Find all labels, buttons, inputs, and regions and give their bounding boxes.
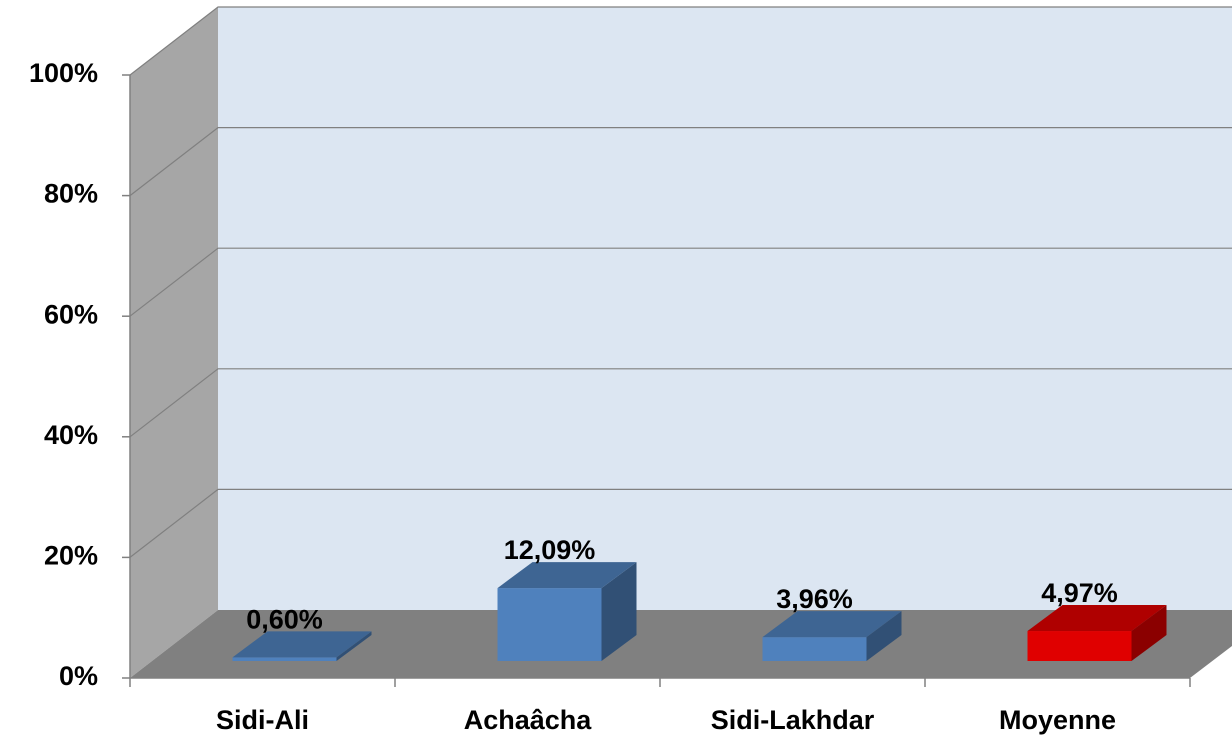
grid-line xyxy=(129,247,1232,317)
y-tick-label: 60% xyxy=(44,299,98,329)
y-tick-label: 100% xyxy=(29,58,98,88)
x-tick-label: Sidi-Lakhdar xyxy=(711,705,875,735)
grid-line xyxy=(129,368,1232,438)
y-tick-label: 80% xyxy=(44,179,98,209)
bar-top xyxy=(762,611,902,638)
value-label: 12,09% xyxy=(504,535,596,565)
bar-side xyxy=(336,631,372,661)
x-tick-label: Sidi-Ali xyxy=(216,705,309,735)
y-tick-label: 40% xyxy=(44,420,98,450)
x-tick-label: Moyenne xyxy=(999,705,1116,735)
bar-top xyxy=(232,631,372,658)
bar-front xyxy=(762,637,867,661)
bar-side xyxy=(866,611,902,661)
value-label: 0,60% xyxy=(246,605,323,635)
grid-line xyxy=(129,488,1232,558)
bar-side xyxy=(601,562,637,661)
back-wall xyxy=(218,7,1232,610)
left-wall xyxy=(130,7,218,678)
grid-line xyxy=(129,6,1232,76)
bar-front xyxy=(497,588,602,661)
value-label: 3,96% xyxy=(776,584,853,614)
grid-line xyxy=(129,126,1232,197)
x-tick-label: Achaâcha xyxy=(464,705,593,735)
bar-top xyxy=(1027,605,1167,632)
floor xyxy=(130,610,1232,678)
value-label: 4,97% xyxy=(1041,578,1118,608)
bar-front xyxy=(1027,631,1132,661)
bar-side xyxy=(1131,605,1167,661)
y-tick-label: 20% xyxy=(44,541,98,571)
bar-top xyxy=(497,562,637,589)
y-tick-label: 0% xyxy=(59,661,98,691)
bar-front xyxy=(232,657,337,661)
